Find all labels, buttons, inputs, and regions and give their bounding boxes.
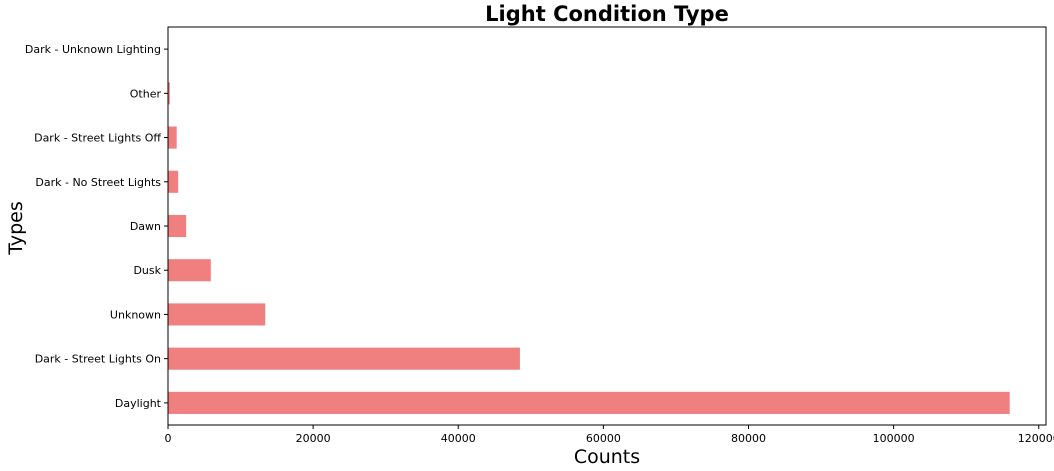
bar-dark-street-lights-on [168,347,520,370]
chart-title: Light Condition Type [485,2,729,26]
y-tick-label: Dark - Street Lights On [35,353,161,366]
y-tick-label: Dark - Street Lights Off [34,132,161,145]
x-axis-label: Counts [574,446,640,468]
x-tick-label: 120000 [1018,432,1054,445]
x-tick-label: 40000 [441,432,476,445]
y-tick-label: Other [130,87,162,100]
bar-unknown [168,303,266,326]
plot-area: Daylight Dark - Street Lights On Unknown Du… [25,26,1054,445]
bar-other [168,82,170,105]
x-tick-label: 0 [165,432,172,445]
bar-dark-no-street-lights [168,170,179,193]
y-tick-label: Dark - Unknown Lighting [25,43,161,56]
y-tick-label: Daylight [115,397,162,410]
axes-frame [167,26,1047,426]
y-axis-label: Types [5,201,27,256]
x-tick-label: 20000 [296,432,331,445]
y-tick-label: Unknown [110,308,161,321]
y-tick-label: Dawn [130,220,161,233]
x-tick-label: 60000 [586,432,621,445]
x-tick-label: 100000 [873,432,915,445]
x-tick-label: 80000 [731,432,766,445]
bar-dawn [168,214,187,238]
bar-dusk [168,259,211,282]
bar-dark-street-lights-off [168,126,177,149]
bar-daylight [168,391,1010,414]
y-tick-label: Dark - No Street Lights [35,176,161,189]
y-tick-label: Dusk [133,264,161,277]
